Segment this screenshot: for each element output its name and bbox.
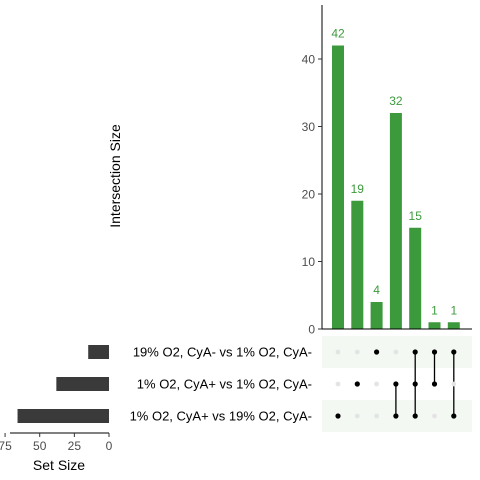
y-tick-label: 20 bbox=[302, 188, 316, 202]
matrix-dot-inactive bbox=[354, 413, 360, 419]
matrix-dot-inactive bbox=[374, 381, 379, 387]
matrix-dot-inactive bbox=[374, 413, 379, 419]
matrix-dot-inactive bbox=[335, 381, 341, 387]
intersection-bar-value: 1 bbox=[450, 303, 457, 317]
set-size-axis-label: Set Size bbox=[33, 457, 85, 473]
y-tick-label: 40 bbox=[302, 53, 316, 67]
y-tick-label: 30 bbox=[302, 120, 316, 134]
matrix-dot-inactive bbox=[393, 349, 399, 355]
set-size-bar bbox=[88, 345, 109, 359]
intersection-y-axis: 0 10 20 30 40 bbox=[302, 5, 472, 337]
matrix-dot-inactive bbox=[335, 349, 341, 355]
set-axis-tick-label: 75 bbox=[0, 439, 12, 453]
matrix-dot-active bbox=[431, 381, 438, 387]
matrix-dot-active bbox=[451, 349, 457, 355]
matrix-dot-active bbox=[412, 413, 418, 419]
matrix-dot-active bbox=[374, 349, 380, 355]
intersection-bar bbox=[351, 200, 364, 329]
intersection-bar bbox=[370, 302, 383, 329]
matrix-dot-active bbox=[335, 413, 341, 419]
set-size-axis: 75 50 25 0 bbox=[0, 432, 113, 453]
set-name: 19% O2, CyA- vs 1% O2, CyA- bbox=[133, 345, 312, 360]
matrix-dot-inactive bbox=[432, 413, 437, 419]
set-size-bars bbox=[17, 345, 110, 423]
y-tick-label: 0 bbox=[308, 323, 315, 337]
matrix-dot-inactive bbox=[354, 349, 360, 355]
intersection-y-axis-label: Intersection Size bbox=[107, 124, 123, 228]
intersection-bar-value: 15 bbox=[409, 209, 423, 223]
set-name: 1% O2, CyA+ vs 1% O2, CyA- bbox=[137, 377, 312, 392]
intersection-bar-value: 19 bbox=[351, 182, 365, 196]
set-axis-tick-label: 50 bbox=[33, 439, 47, 453]
set-name: 1% O2, CyA+ vs 19% O2, CyA- bbox=[130, 409, 312, 424]
intersection-matrix bbox=[335, 349, 457, 419]
matrix-dot-active bbox=[393, 413, 399, 419]
set-axis-tick-label: 25 bbox=[68, 439, 82, 453]
intersection-bar bbox=[389, 113, 402, 329]
matrix-dot-active bbox=[431, 349, 438, 355]
intersection-bars bbox=[332, 45, 460, 329]
intersection-bar-value: 1 bbox=[431, 303, 438, 317]
intersection-bar bbox=[332, 45, 344, 329]
intersection-bar-value: 4 bbox=[373, 283, 380, 297]
set-names: 19% O2, CyA- vs 1% O2, CyA- 1% O2, CyA+ v… bbox=[130, 345, 312, 424]
intersection-bar bbox=[428, 322, 441, 329]
intersection-bar-labels: 42 19 4 32 15 1 1 bbox=[331, 27, 457, 318]
matrix-dot-active bbox=[393, 381, 399, 387]
set-axis-tick-label: 0 bbox=[106, 439, 113, 453]
intersection-bar-value: 32 bbox=[389, 94, 403, 108]
matrix-dot-active bbox=[354, 381, 360, 387]
intersection-bar-value: 42 bbox=[331, 27, 345, 41]
matrix-dot-active bbox=[412, 349, 418, 355]
intersection-bar bbox=[447, 322, 460, 329]
matrix-dot-active bbox=[451, 413, 457, 419]
y-tick-label: 10 bbox=[302, 255, 316, 269]
matrix-dot-active bbox=[412, 381, 418, 387]
intersection-bar bbox=[409, 227, 422, 329]
set-size-bar bbox=[17, 409, 110, 423]
matrix-dot-inactive bbox=[451, 381, 457, 387]
set-size-bar bbox=[56, 377, 109, 391]
